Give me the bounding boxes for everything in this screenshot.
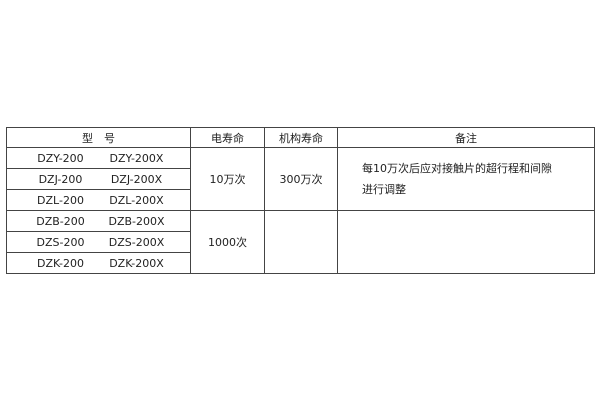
header-row: 型 号 电寿命 机构寿命 备注 bbox=[6, 127, 595, 148]
table-row: DZB-200 DZB-200X 1000次 bbox=[6, 210, 595, 274]
electrical-life-cell: 1000次 bbox=[190, 210, 265, 274]
note-cell bbox=[337, 210, 595, 274]
table-row: DZL-200 DZL-200X bbox=[6, 189, 595, 211]
spec-table: 型 号 电寿命 机构寿命 备注 DZY-200 DZY-200X 10万次 300… bbox=[6, 127, 595, 274]
model-cell: DZY-200 DZY-200X bbox=[6, 147, 191, 169]
mechanical-life-cell: 300万次 bbox=[264, 147, 338, 211]
header-mechanical-life: 机构寿命 bbox=[264, 127, 338, 148]
note-cell: 每10万次后应对接触片的超行程和间隙 进行调整 bbox=[337, 147, 595, 211]
model-cell: DZK-200 DZK-200X bbox=[6, 252, 191, 274]
table-row: DZK-200 DZK-200X bbox=[6, 252, 595, 274]
model-cell: DZB-200 DZB-200X bbox=[6, 210, 191, 232]
header-electrical-life: 电寿命 bbox=[190, 127, 265, 148]
header-note: 备注 bbox=[337, 127, 595, 148]
model-cell: DZS-200 DZS-200X bbox=[6, 231, 191, 253]
mechanical-life-cell bbox=[264, 210, 338, 274]
electrical-life-cell: 10万次 bbox=[190, 147, 265, 211]
table-row: DZY-200 DZY-200X 10万次 300万次 每10万次后应对接触片的超… bbox=[6, 147, 595, 211]
header-model: 型 号 bbox=[6, 127, 191, 148]
model-cell: DZL-200 DZL-200X bbox=[6, 189, 191, 211]
model-cell: DZJ-200 DZJ-200X bbox=[6, 168, 191, 190]
